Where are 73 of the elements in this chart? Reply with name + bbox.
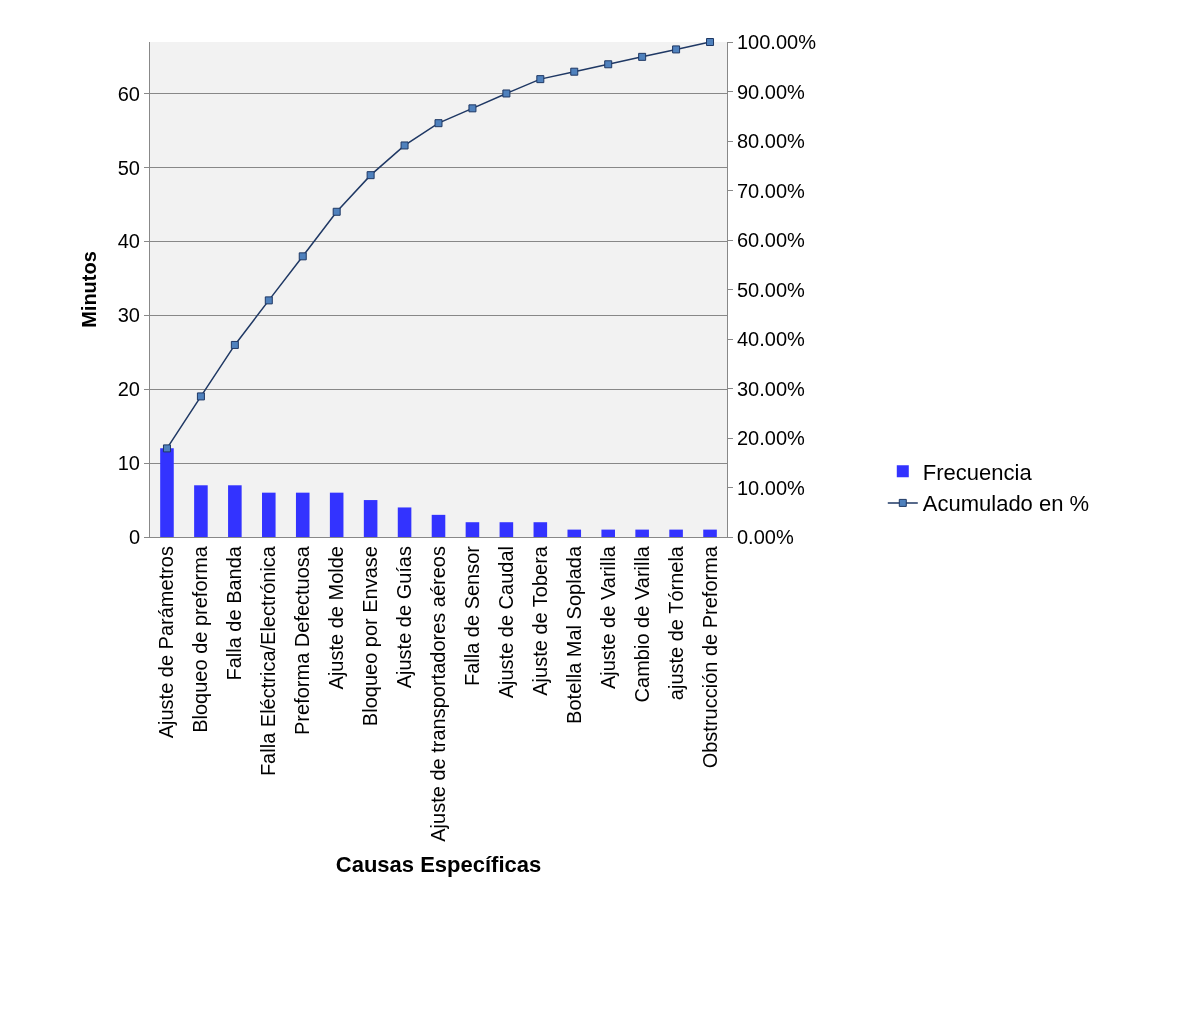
point bbox=[706, 38, 715, 46]
x-tick-label: Ajuste de Caudal bbox=[494, 546, 517, 699]
y-axis-title: Minutos bbox=[78, 251, 101, 328]
x-axis-title: Causas Específicas bbox=[335, 851, 542, 877]
x-tick-label: Obstrucción de Preforma bbox=[698, 545, 721, 769]
x-tick-label: Ajuste de Varilla bbox=[596, 545, 619, 690]
y2-tick-label: 100.00% bbox=[737, 31, 817, 53]
y2-tick-label: 60.00% bbox=[737, 229, 806, 251]
point bbox=[162, 444, 171, 453]
y-tick-label: 20 bbox=[117, 378, 140, 401]
legend-label: Acumulado en % bbox=[922, 491, 1090, 517]
y-tick-label: 60 bbox=[117, 82, 140, 105]
bar bbox=[160, 448, 174, 537]
bar bbox=[465, 522, 480, 537]
x-tick-label: Falla de Sensor bbox=[460, 545, 483, 687]
y-tick-label: 10 bbox=[117, 452, 140, 475]
bar bbox=[499, 522, 514, 537]
y2-tick-label: 40.00% bbox=[737, 328, 806, 350]
point bbox=[536, 75, 545, 84]
x-tick-label: Botella Mal Soplada bbox=[562, 545, 585, 724]
x-tick-label: Ajuste de transportadores aéreos bbox=[427, 546, 449, 842]
y2-tick-label: 10.00% bbox=[737, 476, 806, 499]
bar bbox=[635, 529, 649, 537]
x-tick-label: Ajuste de Guías bbox=[393, 546, 416, 689]
x-tick-label: Ajuste de Parámetros bbox=[155, 546, 178, 739]
point bbox=[604, 60, 613, 69]
bar bbox=[533, 522, 548, 537]
point bbox=[230, 340, 239, 349]
y2-tick-label: 30.00% bbox=[737, 377, 806, 400]
x-tick-label: Cambio de Varilla bbox=[630, 545, 653, 703]
y-tick-label: 50 bbox=[117, 156, 140, 179]
y2-tick-label: 80.00% bbox=[737, 130, 806, 152]
point bbox=[366, 171, 375, 180]
bar bbox=[703, 529, 717, 537]
point bbox=[196, 392, 205, 401]
y-tick-label: 40 bbox=[117, 230, 140, 253]
bar bbox=[295, 492, 310, 537]
y2-tick-label: 90.00% bbox=[737, 80, 806, 103]
bar bbox=[262, 492, 276, 537]
x-tick-label: Bloqueo de preforma bbox=[189, 545, 212, 733]
x-tick-label: Bloqueo por Envase bbox=[359, 546, 382, 727]
x-tick-label: ajuste de Tórnela bbox=[664, 545, 687, 701]
bar bbox=[363, 500, 378, 537]
point bbox=[570, 67, 579, 76]
x-tick-label: Falla de Banda bbox=[223, 545, 246, 681]
y-tick-label: 30 bbox=[117, 304, 140, 327]
point bbox=[400, 141, 409, 150]
x-tick-label: Ajuste de Tobera bbox=[528, 545, 551, 696]
bar bbox=[431, 514, 446, 537]
y2-tick-label: 50.00% bbox=[737, 278, 806, 301]
point bbox=[638, 52, 647, 61]
bar bbox=[397, 507, 412, 537]
point bbox=[468, 104, 477, 113]
x-tick-label: Falla Eléctrica/Electrónica bbox=[257, 545, 280, 777]
y2-tick-label: 70.00% bbox=[737, 179, 806, 202]
y2-tick-label: 20.00% bbox=[737, 427, 806, 449]
x-tick-label: Ajuste de Molde bbox=[325, 546, 348, 690]
y-tick-label: 0 bbox=[128, 526, 140, 548]
point bbox=[332, 207, 341, 216]
bar bbox=[567, 529, 582, 537]
bar bbox=[601, 529, 615, 537]
x-tick-label: Preforma Defectuosa bbox=[291, 545, 314, 735]
point bbox=[672, 45, 681, 54]
point bbox=[434, 119, 443, 128]
bar bbox=[228, 485, 242, 537]
bar bbox=[329, 492, 344, 537]
bar bbox=[194, 485, 208, 537]
point bbox=[502, 89, 511, 98]
legend-label: Frecuencia bbox=[922, 459, 1033, 485]
bar bbox=[669, 529, 683, 537]
y2-tick-label: 0.00% bbox=[737, 526, 794, 548]
point bbox=[298, 252, 307, 261]
point bbox=[264, 296, 273, 305]
